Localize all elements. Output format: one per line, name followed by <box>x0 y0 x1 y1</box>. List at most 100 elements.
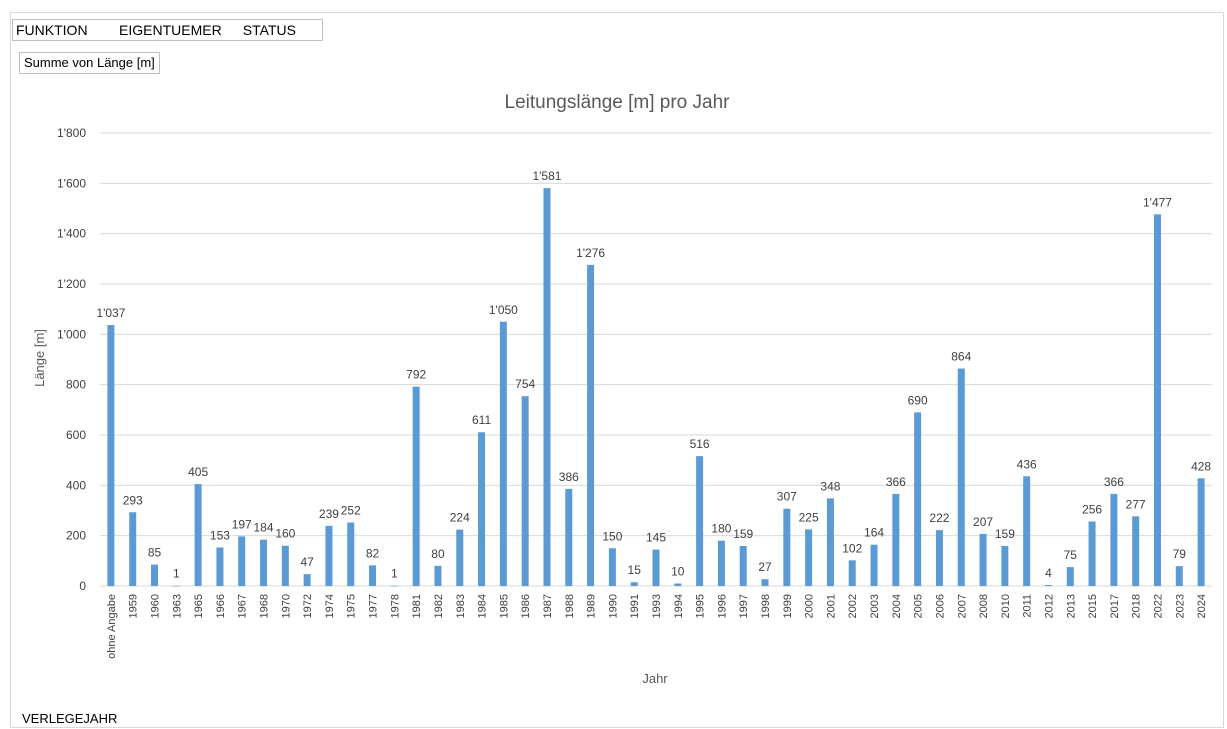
filter-field-bar: FUNKTION EIGENTUEMER STATUS <box>12 19 323 41</box>
bar <box>739 545 747 586</box>
x-tick-label: 1988 <box>564 594 576 618</box>
bar <box>957 368 965 586</box>
data-label: 864 <box>951 350 971 364</box>
data-label: 80 <box>431 547 445 561</box>
data-label: 405 <box>188 465 208 479</box>
x-tick-label: 2012 <box>1043 594 1055 618</box>
data-label: 1'037 <box>96 306 125 320</box>
data-label: 150 <box>602 529 622 543</box>
x-tick-label: 1986 <box>520 594 532 618</box>
data-label: 184 <box>254 521 274 535</box>
data-label: 180 <box>711 522 731 536</box>
x-tick-label: 2015 <box>1087 594 1099 618</box>
data-label: 145 <box>646 531 666 545</box>
bar <box>1088 521 1096 586</box>
bar <box>434 565 442 586</box>
bar <box>1023 476 1031 586</box>
data-label: 436 <box>1017 457 1037 471</box>
bar <box>587 264 595 586</box>
x-tick-label: 2017 <box>1109 594 1121 618</box>
x-tick-label: 1985 <box>498 594 510 618</box>
data-label: 164 <box>864 526 884 540</box>
x-tick-label: 1972 <box>302 594 314 618</box>
data-label: 197 <box>232 517 252 531</box>
x-tick-label: 2007 <box>956 594 968 618</box>
y-tick-label: 200 <box>66 529 86 543</box>
x-tick-label: 2008 <box>978 594 990 618</box>
data-label: 348 <box>820 479 840 493</box>
bar <box>892 493 900 586</box>
bar <box>870 544 878 586</box>
y-tick-label: 800 <box>66 378 86 392</box>
filter-field-funktion[interactable]: FUNKTION <box>16 22 88 38</box>
data-label: 10 <box>671 564 685 578</box>
x-tick-label: 1974 <box>324 594 336 618</box>
data-label: 516 <box>690 437 710 451</box>
bars <box>107 188 1205 587</box>
data-label: 1'050 <box>489 303 518 317</box>
bar <box>674 583 682 586</box>
bar <box>1066 567 1074 586</box>
data-label: 754 <box>515 377 535 391</box>
x-tick-label: 2010 <box>1000 594 1012 618</box>
data-label: 252 <box>341 504 361 518</box>
x-tick-label: 1993 <box>651 594 663 618</box>
x-axis-title: Jahr <box>642 671 668 686</box>
y-tick-label: 1'600 <box>57 176 86 190</box>
bar <box>1153 214 1161 586</box>
data-label: 293 <box>123 493 143 507</box>
data-label: 4 <box>1045 566 1052 580</box>
x-tick-label: 1984 <box>477 594 489 618</box>
x-tick-label: 1960 <box>150 594 162 618</box>
bar <box>608 548 616 586</box>
bar <box>1044 584 1052 586</box>
bar <box>1001 545 1009 586</box>
y-tick-label: 600 <box>66 428 86 442</box>
x-tick-label: 1983 <box>455 594 467 618</box>
data-label: 1'581 <box>532 169 561 183</box>
bar <box>783 508 791 586</box>
bar <box>412 386 420 586</box>
x-tick-label: 2000 <box>804 594 816 618</box>
data-label: 75 <box>1064 548 1078 562</box>
bar <box>281 545 289 586</box>
x-tick-label: 1996 <box>716 594 728 618</box>
data-label: 159 <box>995 527 1015 541</box>
x-tick-label: 1975 <box>346 594 358 618</box>
x-tick-label: 1977 <box>368 594 380 618</box>
data-label: 102 <box>842 541 862 555</box>
x-tick-label: 1978 <box>389 594 401 618</box>
x-tick-label: 1997 <box>738 594 750 618</box>
bar <box>761 579 769 586</box>
y-tick-label: 1'800 <box>57 126 86 140</box>
x-tick-label: 2004 <box>891 594 903 618</box>
x-tick-label: 1998 <box>760 594 772 618</box>
bar <box>303 574 311 586</box>
x-tick-label: 1989 <box>586 594 598 618</box>
bar <box>172 585 180 587</box>
bar <box>543 188 551 587</box>
data-label: 366 <box>886 475 906 489</box>
x-tick-label: 1966 <box>215 594 227 618</box>
value-field-button[interactable]: Summe von Länge [m] <box>19 52 160 74</box>
bar <box>935 530 943 586</box>
data-label: 153 <box>210 528 230 542</box>
axis-field-button[interactable]: VERLEGEJAHR <box>22 711 118 726</box>
data-label: 366 <box>1104 475 1124 489</box>
filter-field-status[interactable]: STATUS <box>242 22 296 38</box>
y-tick-label: 1'400 <box>57 227 86 241</box>
data-label: 79 <box>1173 547 1187 561</box>
data-label: 1 <box>173 567 180 581</box>
data-label: 792 <box>406 368 426 382</box>
bar <box>717 540 725 586</box>
x-tick-label: 1990 <box>607 594 619 618</box>
filter-field-eigentuemer[interactable]: EIGENTUEMER <box>119 22 222 38</box>
data-label: 27 <box>758 560 772 574</box>
bar <box>347 522 355 586</box>
x-tick-label: 2011 <box>1022 594 1034 618</box>
data-label: 207 <box>973 515 993 529</box>
bar <box>369 565 377 586</box>
data-label: 690 <box>908 393 928 407</box>
bar <box>652 549 660 586</box>
